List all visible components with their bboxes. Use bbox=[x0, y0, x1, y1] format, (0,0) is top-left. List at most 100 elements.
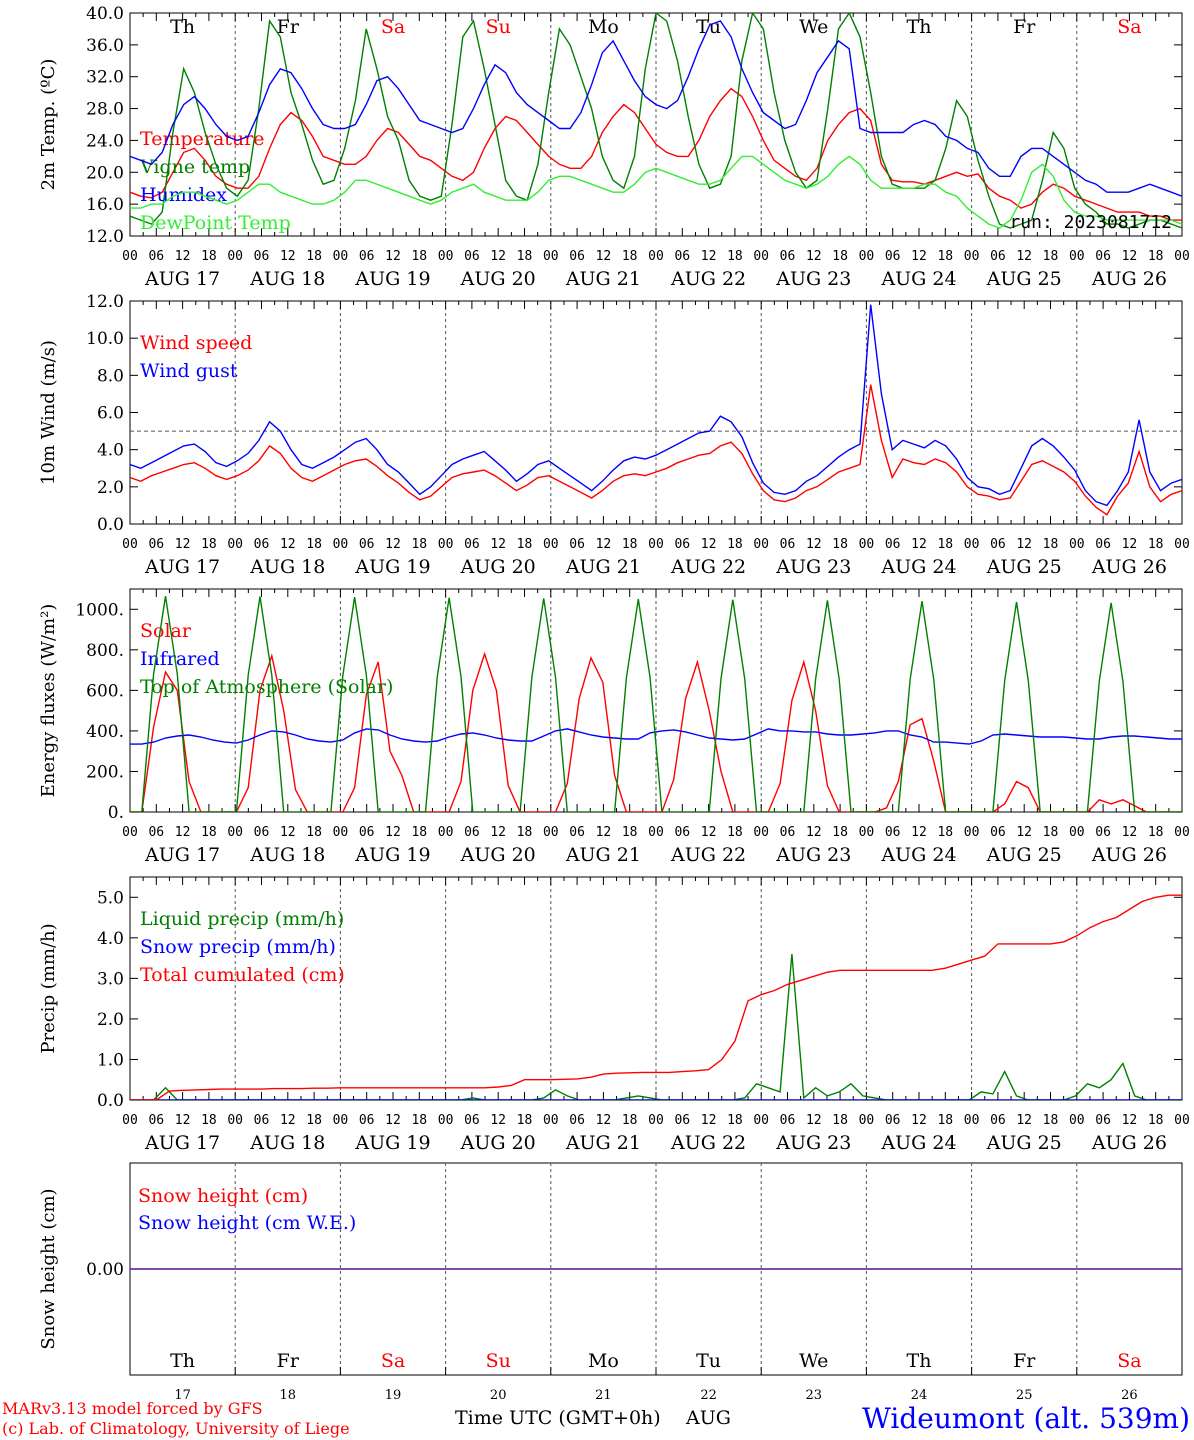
wind-hour-label: 18 bbox=[306, 537, 322, 552]
temp-series-line bbox=[130, 87, 1182, 221]
wind-hour-label: 06 bbox=[569, 537, 585, 552]
temp-hour-label: 18 bbox=[622, 249, 638, 264]
temp-hour-label: 18 bbox=[1043, 249, 1059, 264]
temp-weekday-label: Sa bbox=[381, 16, 405, 38]
wind-hour-label: 06 bbox=[464, 537, 480, 552]
temp-hour-label: 00 bbox=[543, 249, 559, 264]
energy-hour-label: 18 bbox=[306, 825, 322, 840]
snow-day-number: 24 bbox=[911, 1388, 928, 1403]
temp-hour-label: 00 bbox=[122, 249, 138, 264]
energy-date-label: AUG 25 bbox=[986, 844, 1062, 866]
temp-hour-label: 06 bbox=[359, 249, 375, 264]
energy-hour-label: 00 bbox=[1069, 825, 1085, 840]
energy-ylabel: Energy fluxes (W/m²) bbox=[38, 604, 59, 798]
energy-hour-label: 18 bbox=[1043, 825, 1059, 840]
temp-ytick-label: 20.0 bbox=[86, 163, 124, 183]
wind-hour-label: 00 bbox=[753, 537, 769, 552]
wind-hour-label: 18 bbox=[517, 537, 533, 552]
temp-hour-label: 12 bbox=[175, 249, 191, 264]
energy-date-label: AUG 18 bbox=[249, 844, 325, 866]
precip-hour-label: 06 bbox=[990, 1113, 1006, 1128]
wind-hour-label: 06 bbox=[254, 537, 270, 552]
temp-hour-label: 06 bbox=[1095, 249, 1111, 264]
precip-hour-label: 00 bbox=[333, 1113, 349, 1128]
temp-ytick-label: 16.0 bbox=[86, 195, 124, 215]
precip-date-label: AUG 19 bbox=[354, 1132, 430, 1154]
wind-legend-entry: Wind gust bbox=[140, 360, 238, 382]
temp-weekday-label: Mo bbox=[588, 16, 619, 38]
precip-date-label: AUG 26 bbox=[1091, 1132, 1167, 1154]
wind-hour-label: 18 bbox=[201, 537, 217, 552]
temp-hour-label: 00 bbox=[859, 249, 875, 264]
temp-date-label: AUG 21 bbox=[565, 268, 641, 290]
energy-hour-label: 18 bbox=[832, 825, 848, 840]
wind-hour-label: 06 bbox=[990, 537, 1006, 552]
temp-date-label: AUG 23 bbox=[775, 268, 851, 290]
precip-date-label: AUG 21 bbox=[565, 1132, 641, 1154]
temp-hour-label: 06 bbox=[990, 249, 1006, 264]
wind-date-label: AUG 18 bbox=[249, 556, 325, 578]
wind-hour-label: 18 bbox=[1148, 537, 1164, 552]
snow-day-number: 26 bbox=[1121, 1388, 1138, 1403]
energy-hour-label: 06 bbox=[1095, 825, 1111, 840]
precip-date-label: AUG 25 bbox=[986, 1132, 1062, 1154]
precip-hour-label: 18 bbox=[517, 1113, 533, 1128]
temp-hour-label: 18 bbox=[306, 249, 322, 264]
energy-panel: 0. 200. 400. 600. 800. 1000. 00 06 12 18 00 06 12 18 0… bbox=[38, 588, 1190, 866]
precip-hour-label: 06 bbox=[569, 1113, 585, 1128]
temp-weekday-label: Sa bbox=[1117, 16, 1141, 38]
precip-hour-label: 18 bbox=[411, 1113, 427, 1128]
snow-weekday-label: Su bbox=[486, 1350, 511, 1372]
wind-panel: 0.0 2.0 4.0 6.0 8.0 10.0 12.0 00 06 12 18 00 06 12 18 0… bbox=[38, 292, 1190, 578]
temp-date-label: AUG 19 bbox=[354, 268, 430, 290]
precip-date-label: AUG 18 bbox=[249, 1132, 325, 1154]
precip-hour-label: 12 bbox=[701, 1113, 717, 1128]
wind-hour-label: 12 bbox=[1016, 537, 1032, 552]
wind-ytick-label: 10.0 bbox=[86, 329, 124, 349]
temp-hour-label: 18 bbox=[937, 249, 953, 264]
energy-hour-label: 00 bbox=[333, 825, 349, 840]
wind-hour-label: 18 bbox=[622, 537, 638, 552]
snow-weekday-label: Sa bbox=[1117, 1350, 1141, 1372]
snow-weekday-label: Fr bbox=[1013, 1350, 1036, 1372]
energy-hour-label: 00 bbox=[438, 825, 454, 840]
energy-hour-label: 18 bbox=[622, 825, 638, 840]
precip-hour-label: 06 bbox=[359, 1113, 375, 1128]
energy-ytick-label: 200. bbox=[86, 762, 124, 782]
snow-day-number: 23 bbox=[806, 1388, 823, 1403]
precip-hour-label: 06 bbox=[674, 1113, 690, 1128]
snow-day-number: 18 bbox=[280, 1388, 297, 1403]
wind-hour-label: 00 bbox=[438, 537, 454, 552]
temp-hour-label: 06 bbox=[148, 249, 164, 264]
energy-date-label: AUG 22 bbox=[670, 844, 746, 866]
snow-weekday-label: Th bbox=[907, 1350, 932, 1372]
wind-hour-label: 00 bbox=[648, 537, 664, 552]
energy-series-line bbox=[130, 728, 1182, 745]
temp-hour-label: 00 bbox=[648, 249, 664, 264]
temp-weekday-label: Fr bbox=[277, 16, 300, 38]
temp-ytick-label: 36.0 bbox=[86, 36, 124, 56]
energy-date-label: AUG 17 bbox=[144, 844, 220, 866]
temp-hour-label: 12 bbox=[806, 249, 822, 264]
temp-date-label: AUG 22 bbox=[670, 268, 746, 290]
energy-hour-label: 12 bbox=[1122, 825, 1138, 840]
precip-hour-label: 00 bbox=[1174, 1113, 1190, 1128]
wind-hour-label: 00 bbox=[964, 537, 980, 552]
precip-hour-label: 12 bbox=[806, 1113, 822, 1128]
energy-hour-label: 12 bbox=[911, 825, 927, 840]
wind-hour-label: 12 bbox=[806, 537, 822, 552]
precip-ytick-label: 0.0 bbox=[97, 1091, 124, 1111]
precip-legend-entry: Liquid precip (mm/h) bbox=[140, 908, 344, 930]
precip-hour-label: 12 bbox=[490, 1113, 506, 1128]
wind-date-label: AUG 23 bbox=[775, 556, 851, 578]
precip-hour-label: 18 bbox=[622, 1113, 638, 1128]
energy-hour-label: 06 bbox=[254, 825, 270, 840]
precip-hour-label: 18 bbox=[201, 1113, 217, 1128]
wind-hour-label: 12 bbox=[490, 537, 506, 552]
energy-hour-label: 06 bbox=[569, 825, 585, 840]
energy-hour-label: 00 bbox=[543, 825, 559, 840]
snow-legend-entry: Snow height (cm) bbox=[138, 1185, 308, 1207]
precip-hour-label: 00 bbox=[122, 1113, 138, 1128]
temp-hour-label: 00 bbox=[438, 249, 454, 264]
temp-date-label: AUG 18 bbox=[249, 268, 325, 290]
